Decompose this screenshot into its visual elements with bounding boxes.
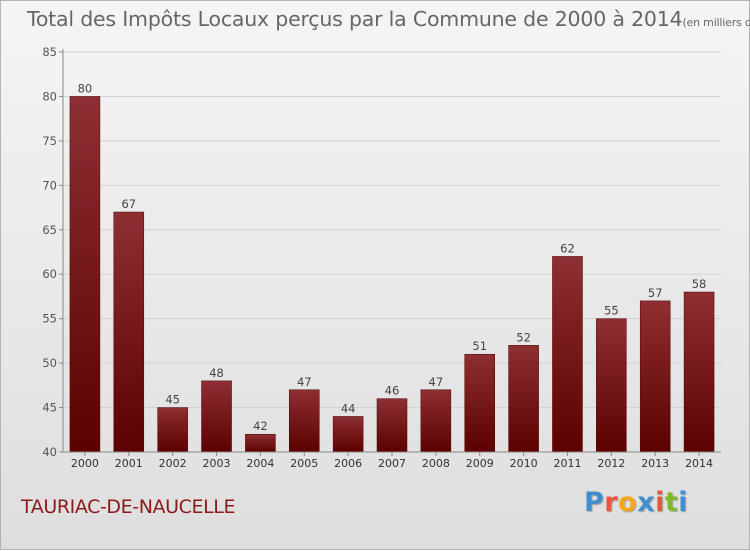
x-tick-label-2001: 2001 [115, 457, 143, 470]
bar-2000 [69, 96, 101, 453]
data-label-2004: 42 [253, 419, 268, 433]
logo-letter: o [618, 487, 638, 518]
data-label-2006: 44 [341, 401, 356, 415]
y-tick-label: 60 [42, 267, 57, 281]
logo-letter: t [664, 487, 679, 518]
commune-name: TAURIAC-DE-NAUCELLE [21, 496, 236, 518]
data-label-2008: 47 [429, 375, 444, 389]
y-tick-label: 80 [42, 89, 57, 103]
x-tick-label-2007: 2007 [378, 457, 406, 470]
x-tick-label-2013: 2013 [641, 457, 669, 470]
x-tick-label-2014: 2014 [685, 457, 713, 470]
data-label-2007: 46 [385, 384, 400, 398]
data-label-2011: 62 [560, 241, 575, 255]
y-tick-label: 85 [42, 45, 57, 59]
y-tick-label: 40 [42, 445, 57, 459]
logo-letter: x [637, 487, 656, 518]
bar-2008 [420, 389, 452, 453]
data-label-2010: 52 [516, 330, 531, 344]
bar-2014 [683, 291, 715, 453]
data-label-2000: 80 [78, 81, 93, 95]
bar-2007 [376, 398, 408, 453]
data-label-2013: 57 [648, 286, 663, 300]
bar-2012 [596, 318, 627, 453]
chart-title-unit: (en milliers d'€) [682, 16, 750, 29]
y-tick-label: 55 [42, 312, 57, 326]
x-tick-label-2004: 2004 [246, 457, 274, 470]
data-label-2003: 48 [209, 366, 224, 380]
bar-2011 [552, 256, 583, 453]
y-tick-label: 50 [42, 356, 57, 370]
logo-letter: r [604, 487, 619, 518]
data-label-2002: 45 [165, 393, 180, 407]
data-label-2001: 67 [121, 197, 136, 211]
x-tick-label-2002: 2002 [159, 457, 187, 470]
x-tick-label-2012: 2012 [597, 457, 625, 470]
chart-title-text: Total des Impôts Locaux perçus par la Co… [27, 7, 683, 31]
bar-2013 [639, 300, 671, 453]
x-tick-label-2003: 2003 [203, 457, 231, 470]
y-tick-label: 75 [42, 134, 57, 148]
data-label-2014: 58 [692, 277, 707, 291]
bars: 80 67 45 48 42 47 44 46 47 51 52 62 55 57 58 [69, 81, 715, 453]
bar-2009 [464, 353, 495, 453]
logo-letter: P [584, 487, 605, 518]
x-tick-label-2006: 2006 [334, 457, 362, 470]
data-label-2005: 47 [297, 375, 312, 389]
bar-2003 [201, 380, 232, 453]
logo-letter: i [655, 487, 665, 518]
axes: 40 45 50 55 60 65 70 75 80 85 2000 2001 2002 2003 2004… [42, 45, 721, 470]
bar-2002 [157, 407, 188, 453]
x-tick-label-2000: 2000 [71, 457, 99, 470]
proxiti-logo: Proxiti [584, 487, 688, 518]
x-tick-label-2010: 2010 [510, 457, 538, 470]
bar-2010 [508, 345, 539, 453]
x-tick-label-2005: 2005 [290, 457, 318, 470]
bar-2001 [113, 211, 145, 453]
data-label-2012: 55 [604, 304, 619, 318]
bar-2006 [332, 416, 364, 453]
x-tick-label-2008: 2008 [422, 457, 450, 470]
chart-title: Total des Impôts Locaux perçus par la Co… [27, 7, 750, 31]
y-tick-label: 45 [42, 401, 57, 415]
x-tick-label-2011: 2011 [553, 457, 581, 470]
bar-2005 [289, 389, 320, 453]
logo-letter: i [678, 487, 689, 518]
bar-2004 [245, 433, 276, 453]
y-tick-label: 70 [42, 178, 57, 192]
data-label-2009: 51 [472, 339, 487, 353]
x-tick-label-2009: 2009 [466, 457, 494, 470]
y-tick-label: 65 [42, 223, 57, 237]
